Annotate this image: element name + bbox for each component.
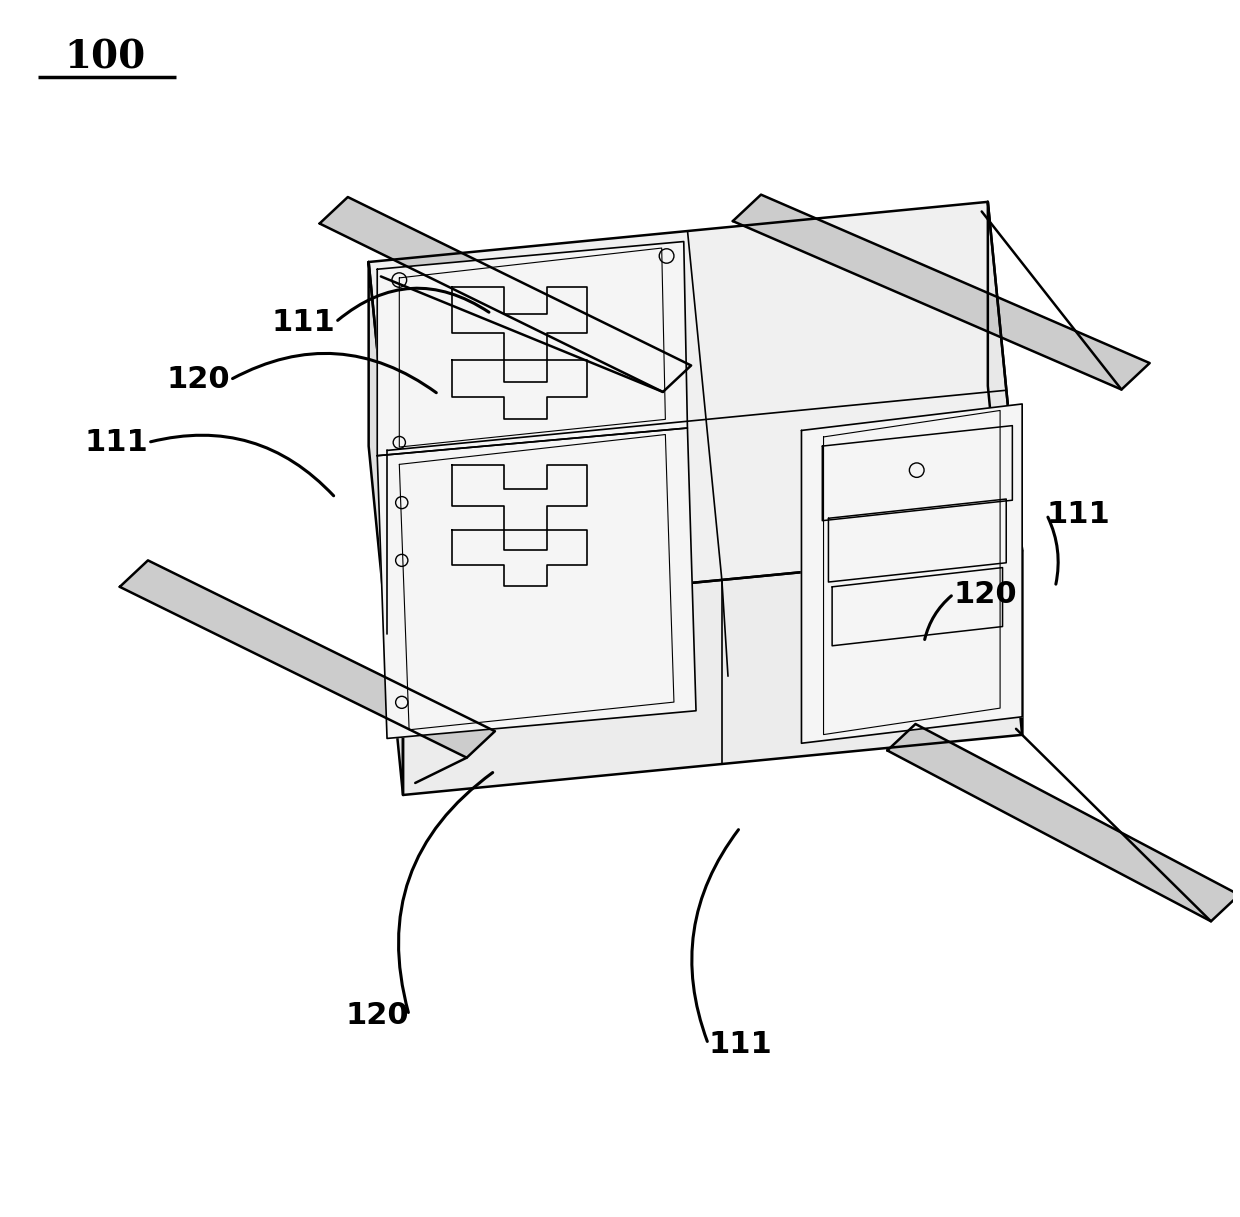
Text: 100: 100 [64,39,146,77]
Text: 111: 111 [84,428,148,456]
Polygon shape [733,195,1149,389]
Polygon shape [888,724,1239,921]
Text: 120: 120 [166,365,231,394]
Polygon shape [368,262,403,795]
Polygon shape [988,202,1022,735]
Text: 111: 111 [708,1030,773,1059]
Polygon shape [320,197,691,392]
Polygon shape [120,560,495,758]
Polygon shape [368,202,1022,611]
Text: 120: 120 [346,1000,409,1030]
Polygon shape [377,241,687,455]
Polygon shape [377,428,696,739]
Polygon shape [801,404,1022,744]
Text: 120: 120 [954,579,1017,608]
Text: 111: 111 [272,308,336,337]
Text: 111: 111 [1047,500,1111,529]
Polygon shape [403,551,1022,795]
